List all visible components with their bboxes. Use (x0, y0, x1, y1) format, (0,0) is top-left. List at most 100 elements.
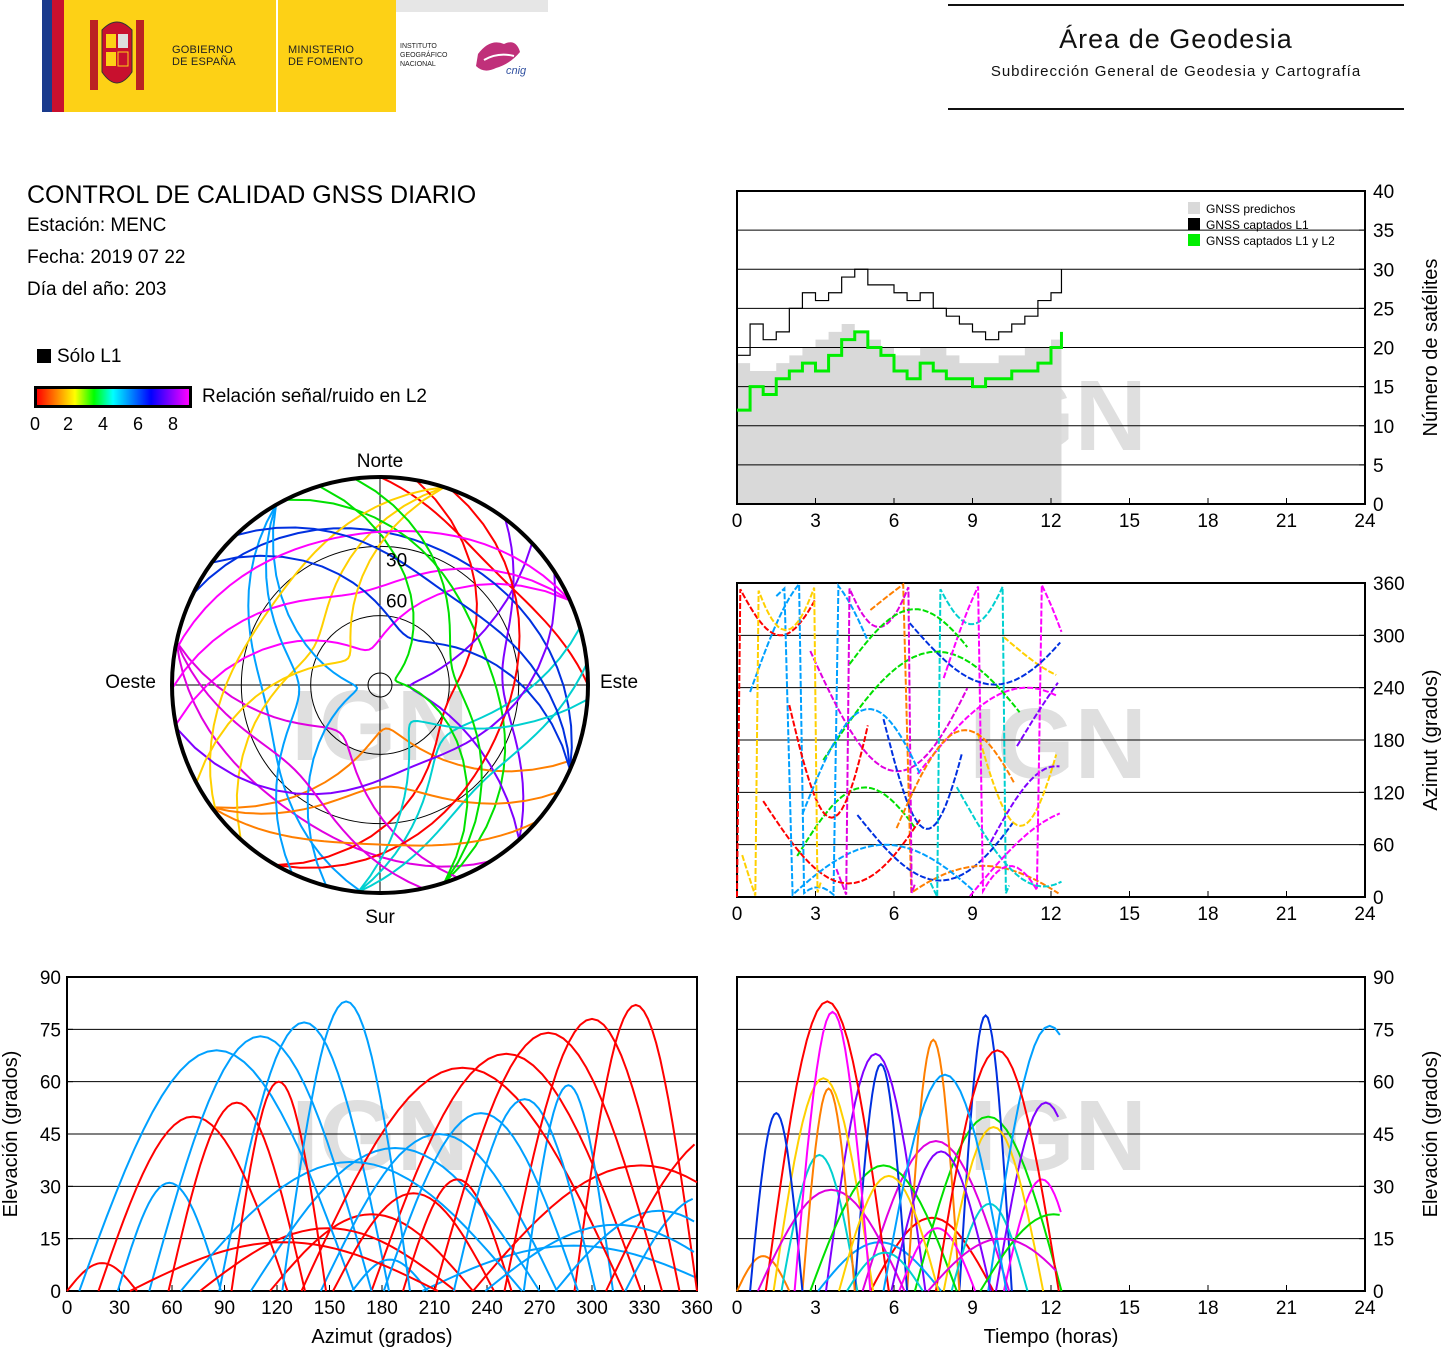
l1-only-label: Sólo L1 (57, 346, 122, 367)
elevation-time-track (825, 1052, 927, 1292)
elevation-time-track (882, 1073, 1008, 1292)
satellite-count-xtick-label: 21 (1276, 511, 1297, 532)
azimuth-time-ytick-label: 300 (1373, 626, 1405, 647)
elevation-time-track (987, 1024, 1061, 1292)
azimuth-track (848, 608, 969, 665)
legend-label: GNSS captados L1 y L2 (1206, 234, 1335, 248)
elevation-azimuth-track (433, 1031, 663, 1292)
elevation-time-xtick-label: 12 (1040, 1298, 1061, 1319)
legend-swatch (1188, 218, 1200, 230)
azimuth-track (969, 812, 1061, 897)
elevation-azimuth-track (332, 1192, 495, 1292)
skyplot-north-label: Norte (357, 451, 403, 472)
azimuth-track (929, 586, 1011, 898)
ministerio-text: MINISTERIO DE FOMENTO (288, 44, 364, 68)
watermark-text: IGN (969, 688, 1147, 800)
elevation-azimuth-track (402, 1178, 513, 1292)
satellite-count-ytick-label: 35 (1373, 221, 1394, 242)
elevation-time-ytick-label: 45 (1373, 1125, 1394, 1146)
skyplot-track (357, 698, 588, 893)
skyplot-track (173, 529, 571, 653)
azimuth-track (955, 786, 1062, 888)
azimuth-track (856, 814, 1016, 882)
elevation-time-track (846, 1251, 924, 1292)
skyplot-track (235, 486, 445, 840)
cnig-logo-icon: cnig (476, 42, 527, 77)
elevation-azimuth-ytick-label: 30 (40, 1177, 61, 1198)
azimuth-track (1016, 682, 1059, 747)
elevation-time-track (958, 1013, 1013, 1292)
azimuth-time-ytick-label: 60 (1373, 836, 1394, 857)
elevation-time-track (817, 1241, 942, 1292)
azimuth-time-ytick-label: 0 (1373, 888, 1384, 909)
skyplot-track (272, 504, 359, 887)
satellite-count-ytick-label: 15 (1373, 378, 1394, 399)
elevation-azimuth-track (249, 1146, 541, 1292)
satellite-count-xtick-label: 24 (1354, 511, 1376, 532)
skyplot-south-label: Sur (365, 907, 395, 928)
eu-stripe (42, 0, 52, 112)
satellite-count-ytick-label: 0 (1373, 495, 1384, 516)
azimuth-track (989, 765, 1060, 843)
elevation-time-track (853, 1062, 909, 1292)
skyplot-track (174, 582, 571, 726)
elevation-azimuth-ytick-label: 15 (40, 1230, 61, 1251)
elevation-time-ytick-label: 60 (1373, 1073, 1394, 1094)
satellite-count-ytick-label: 5 (1373, 456, 1384, 477)
skyplot-track (171, 567, 571, 690)
skyplot-tracks (171, 476, 589, 894)
skyplot-ring-30 (240, 545, 520, 825)
elevation-azimuth-track (319, 1132, 558, 1292)
elevation-azimuth-track (351, 1258, 429, 1292)
satellite-count-ytick-label: 10 (1373, 417, 1394, 438)
elevation-azimuth-track (167, 1101, 306, 1292)
elevation-time-track (890, 1150, 992, 1292)
azimuth-time-xtick-label: 21 (1276, 904, 1297, 925)
snr-tick: 2 (63, 414, 74, 434)
skyplot-track (264, 504, 301, 874)
azimuth-track (741, 587, 822, 896)
elevation-time-track (780, 1153, 859, 1292)
elevation-time-track (927, 1237, 1057, 1292)
elevation-time-track (861, 1139, 1011, 1292)
skyplot-track (211, 727, 575, 809)
legend-swatch (1188, 234, 1200, 246)
elevation-azimuth-track (382, 1112, 579, 1292)
azimuth-track (801, 708, 922, 815)
elevation-azimuth-track (269, 1213, 474, 1292)
satellite-count-xtick-label: 6 (889, 511, 900, 532)
elevation-azimuth-ylabel: Elevación (grados) (0, 1051, 22, 1218)
elevation-azimuth-xtick-label: 330 (629, 1298, 661, 1319)
elevation-time-xtick-label: 3 (810, 1298, 821, 1319)
snr-tick: 4 (98, 414, 109, 434)
skyplot-ring-60 (310, 615, 450, 755)
elevation-azimuth-xtick-label: 210 (419, 1298, 451, 1319)
elevation-azimuth-track (230, 1080, 327, 1292)
predicted-area (737, 324, 1062, 504)
elevation-time-track (934, 1049, 1060, 1292)
skyplot-track (357, 627, 581, 893)
satellite-count-ytick-label: 30 (1373, 260, 1394, 281)
satellite-count-xtick-label: 12 (1040, 511, 1061, 532)
elevation-azimuth-track (522, 1084, 614, 1292)
elevation-time-ytick-label: 75 (1373, 1020, 1394, 1041)
azimuth-track (775, 586, 974, 897)
elevation-azimuth-track (503, 1017, 681, 1292)
elevation-azimuth-xtick-label: 180 (366, 1298, 398, 1319)
azimuth-track (882, 718, 963, 830)
elevation-time-ytick-label: 30 (1373, 1177, 1394, 1198)
elevation-azimuth-ytick-label: 60 (40, 1073, 61, 1094)
satellite-count-ytick-label: 20 (1373, 339, 1394, 360)
azimuth-track (976, 732, 1058, 827)
elevation-time-track (942, 1125, 1045, 1292)
ministerio-panel: MINISTERIO DE FOMENTO (278, 0, 396, 112)
azimuth-track (835, 586, 916, 895)
elevation-time-xtick-label: 15 (1119, 1298, 1140, 1319)
elevation-time-track (809, 1164, 958, 1292)
azimuth-time-ytick-label: 180 (1373, 731, 1405, 752)
legend-swatch (1188, 202, 1200, 214)
elevation-time-track (838, 1174, 940, 1292)
elevation-time-xtick-label: 9 (967, 1298, 978, 1319)
elevation-time-xtick-label: 24 (1354, 1298, 1376, 1319)
